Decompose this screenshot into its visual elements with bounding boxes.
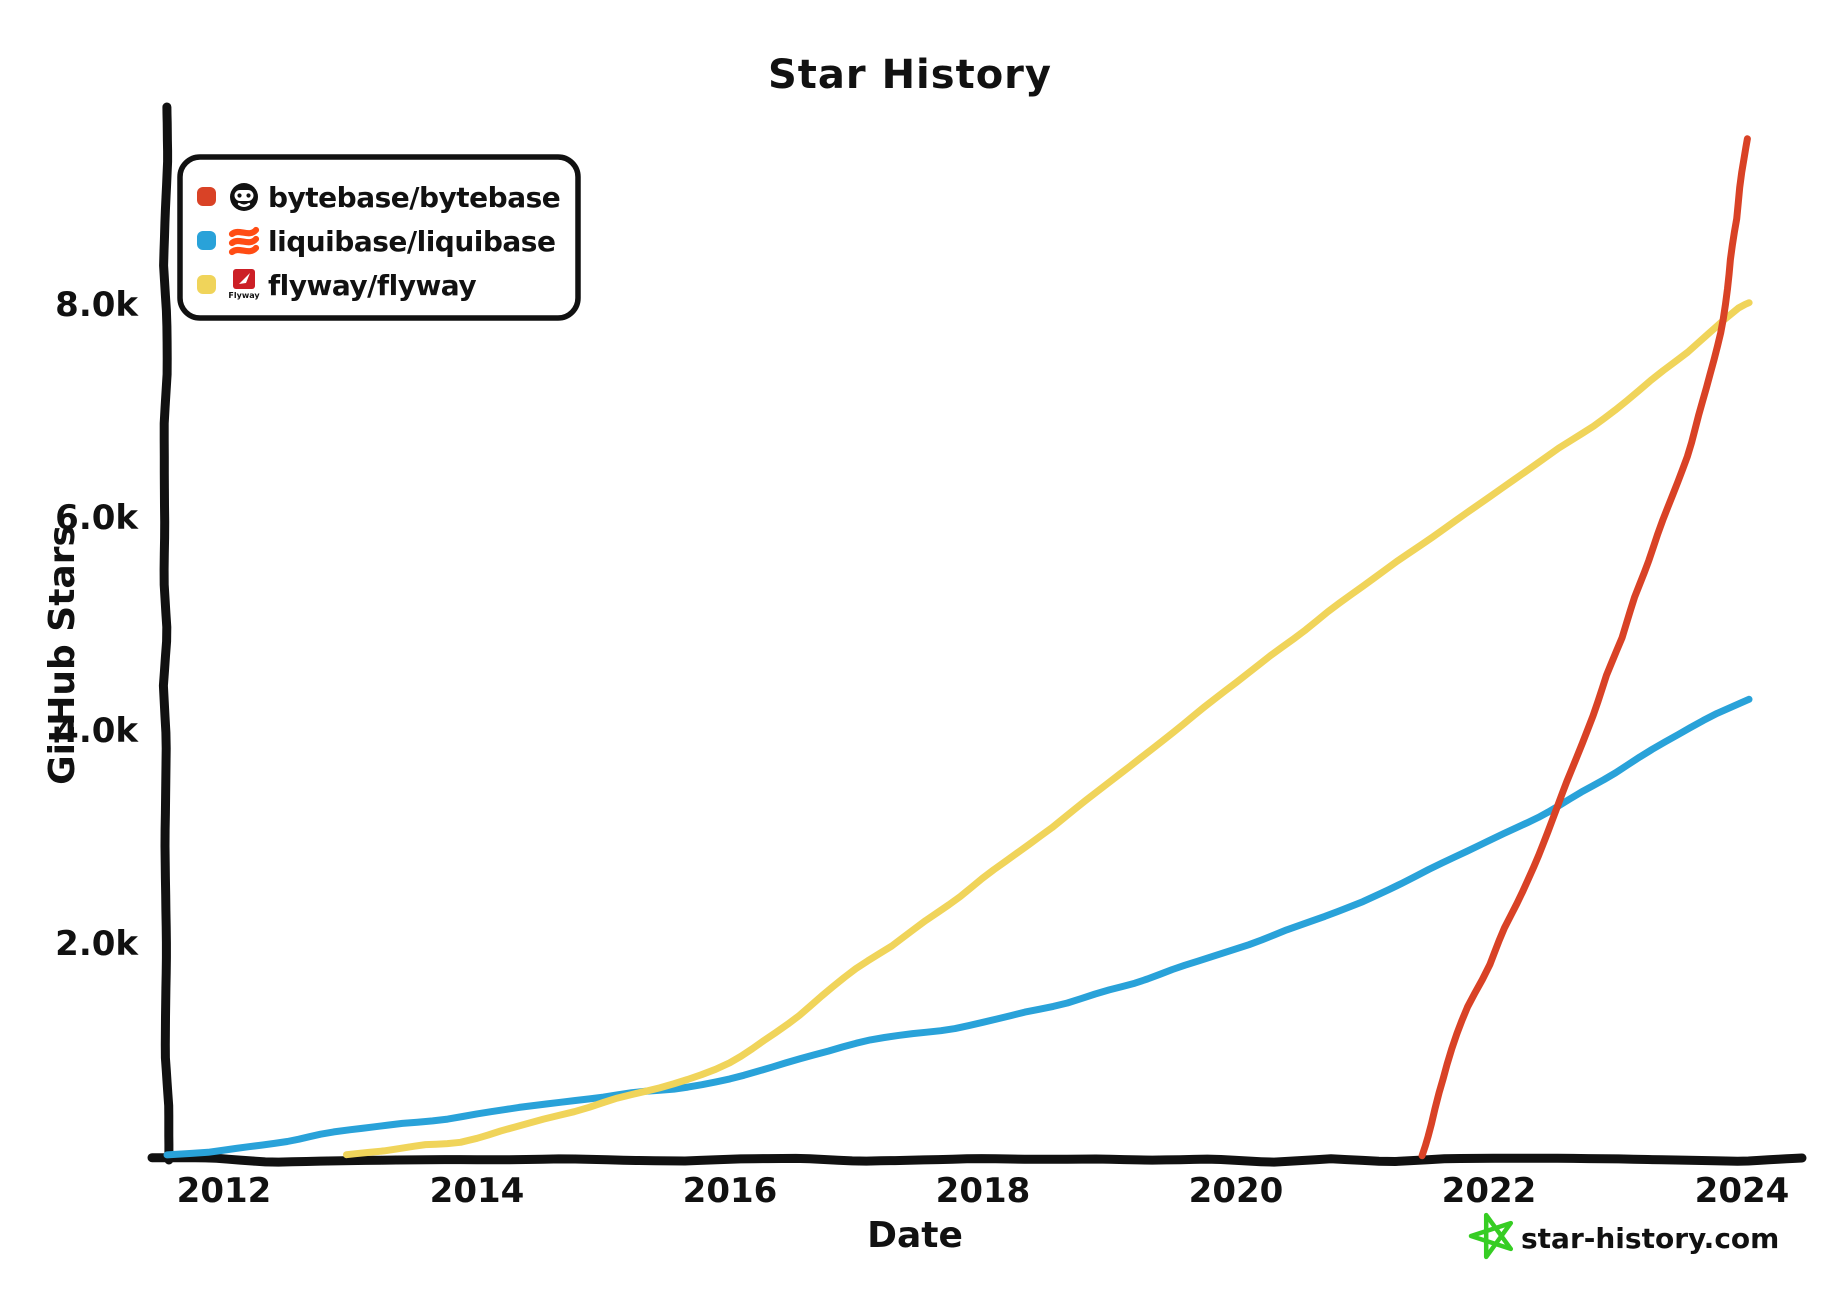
legend-item-label: liquibase/liquibase	[268, 225, 555, 258]
y-tick-label: 8.0k	[55, 285, 139, 325]
axes	[147, 102, 1807, 1167]
legend-item-label: flyway/flyway	[268, 269, 476, 302]
legend-swatch	[197, 187, 216, 206]
y-tick-label: 4.0k	[55, 711, 139, 751]
series-line-liquibase	[163, 695, 1753, 1159]
star-icon	[1468, 1212, 1514, 1260]
x-tick-label: 2014	[430, 1171, 525, 1211]
x-axis-label: Date	[867, 1215, 963, 1256]
x-axis-line	[147, 1153, 1807, 1167]
y-axis-line	[158, 102, 174, 1165]
liquibase-logo-icon	[228, 226, 260, 256]
y-axis-label: GitHub Stars	[42, 525, 83, 785]
bytebase-avatar-icon	[230, 183, 258, 211]
chart-title: Star History	[768, 52, 1052, 98]
legend-swatch	[197, 275, 216, 294]
x-tick-label: 2012	[177, 1171, 272, 1211]
watermark: star-history.com	[1468, 1212, 1779, 1260]
x-tick-label: 2022	[1442, 1171, 1537, 1211]
series-lines	[163, 135, 1753, 1160]
legend-box	[177, 154, 581, 321]
x-tick-label: 2018	[936, 1171, 1031, 1211]
svg-text:Flyway: Flyway	[228, 291, 260, 300]
y-tick-label: 6.0k	[55, 498, 139, 538]
legend-item: liquibase/liquibase	[197, 225, 556, 258]
legend-item: Flyway flyway/flyway	[197, 269, 477, 302]
legend-item: bytebase/bytebase	[197, 181, 561, 214]
legend-item-label: bytebase/bytebase	[268, 181, 560, 214]
flyway-logo-icon: Flyway	[228, 269, 260, 300]
y-tick-label: 2.0k	[55, 924, 139, 964]
x-tick-label: 2024	[1695, 1171, 1790, 1211]
x-tick-label: 2020	[1189, 1171, 1284, 1211]
series-line-bytebase	[1418, 135, 1751, 1160]
legend-swatch	[197, 231, 216, 250]
axis-ticks: 2012 2014 2016 2018 2020 2022 2024 2.0k 4.0k 6.0k…	[55, 285, 1789, 1211]
x-tick-label: 2016	[683, 1171, 778, 1211]
watermark-text: star-history.com	[1521, 1222, 1779, 1255]
series-line-flyway	[343, 299, 1753, 1159]
legend: bytebase/bytebase liquibase/liquibase Flyw…	[177, 154, 581, 321]
